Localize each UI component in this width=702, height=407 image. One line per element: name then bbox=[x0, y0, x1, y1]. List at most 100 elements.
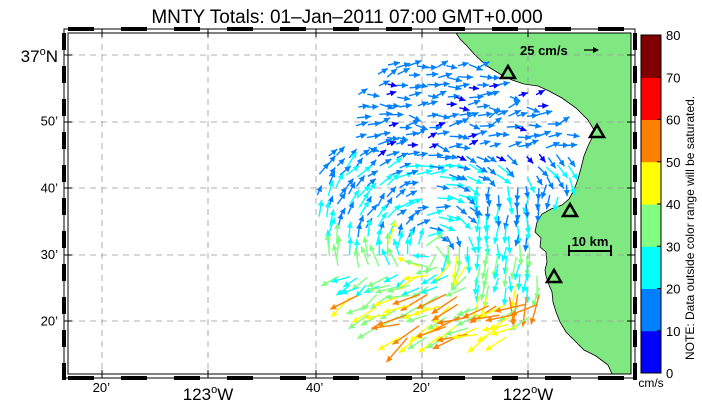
current-vector bbox=[397, 82, 408, 89]
current-vector bbox=[492, 277, 499, 293]
colorbar-segment bbox=[641, 161, 661, 205]
scale-bar-label: 10 km bbox=[572, 234, 609, 249]
current-vector bbox=[474, 207, 481, 219]
current-vector bbox=[521, 275, 528, 294]
current-vector bbox=[437, 72, 453, 79]
current-vector bbox=[452, 333, 478, 340]
current-vector bbox=[416, 127, 427, 136]
current-vector bbox=[487, 74, 500, 81]
longitude-label: 40’ bbox=[306, 380, 323, 395]
current-vector bbox=[416, 63, 429, 70]
current-vector bbox=[435, 121, 446, 128]
current-vector bbox=[492, 227, 500, 244]
current-vector bbox=[409, 84, 422, 91]
current-vector bbox=[427, 131, 438, 139]
current-vector bbox=[466, 155, 477, 164]
current-vector bbox=[396, 208, 407, 216]
current-vector bbox=[464, 246, 471, 263]
current-vector bbox=[365, 146, 378, 156]
current-vector bbox=[457, 74, 473, 81]
current-vector bbox=[446, 214, 463, 222]
current-vector bbox=[456, 144, 471, 151]
current-vector bbox=[469, 139, 479, 146]
current-vector bbox=[416, 219, 431, 226]
radar-site-marker bbox=[544, 267, 564, 284]
current-vector bbox=[498, 131, 510, 138]
current-vector bbox=[379, 174, 393, 186]
current-vector bbox=[329, 295, 358, 310]
current-vector bbox=[501, 246, 508, 262]
current-vector bbox=[427, 112, 439, 119]
current-vector bbox=[437, 195, 454, 202]
current-vector bbox=[475, 164, 488, 173]
colorbar: 0 10 20 30 40 50 60 70 80 bbox=[640, 28, 680, 381]
current-vector bbox=[408, 91, 422, 97]
current-vector bbox=[456, 174, 468, 181]
current-vector bbox=[345, 165, 360, 176]
current-vector bbox=[401, 287, 420, 297]
current-vector bbox=[526, 112, 539, 119]
current-vector bbox=[317, 199, 324, 217]
current-vector bbox=[416, 293, 447, 310]
current-vector bbox=[339, 165, 352, 176]
current-vector bbox=[488, 90, 500, 97]
current-vector bbox=[426, 71, 439, 78]
current-vector bbox=[527, 139, 539, 146]
current-vector bbox=[555, 154, 565, 167]
current-vector bbox=[448, 84, 462, 91]
current-vector bbox=[387, 220, 397, 245]
latitude-label: 30’ bbox=[41, 247, 58, 262]
current-vector bbox=[502, 266, 509, 288]
current-vector bbox=[395, 62, 411, 69]
current-vector bbox=[494, 303, 527, 313]
current-vector bbox=[447, 76, 463, 83]
current-vector bbox=[366, 178, 377, 187]
current-vector bbox=[459, 111, 474, 117]
colorbar-tick-label: 50 bbox=[666, 155, 680, 170]
current-vector bbox=[452, 264, 468, 287]
current-vector bbox=[406, 180, 419, 187]
current-vector bbox=[392, 325, 420, 345]
current-vector bbox=[495, 216, 502, 228]
colorbar-segment bbox=[641, 35, 661, 78]
current-vector bbox=[387, 204, 401, 219]
current-vector bbox=[472, 277, 479, 296]
current-vector bbox=[367, 284, 391, 293]
current-vector bbox=[537, 102, 549, 109]
current-vector bbox=[437, 60, 449, 68]
colorbar-tick-label: 20 bbox=[666, 282, 680, 297]
current-vector bbox=[318, 162, 330, 175]
current-vector bbox=[445, 286, 467, 297]
colorbar-segment bbox=[641, 288, 661, 332]
current-vector bbox=[425, 233, 444, 247]
current-vector bbox=[346, 305, 369, 315]
current-vector bbox=[466, 196, 476, 206]
current-vector bbox=[367, 103, 379, 110]
latitude-label: 20’ bbox=[41, 314, 58, 329]
current-vector bbox=[397, 95, 411, 102]
colorbar-note: NOTE: Data outside color range will be s… bbox=[683, 96, 697, 360]
current-vector bbox=[387, 81, 398, 88]
current-vector bbox=[507, 275, 514, 293]
current-vector bbox=[355, 157, 364, 168]
current-vector bbox=[386, 102, 400, 109]
current-vector bbox=[386, 246, 399, 268]
radar-site-marker bbox=[560, 201, 580, 218]
current-vector bbox=[336, 158, 346, 167]
current-vector bbox=[537, 166, 549, 178]
current-vector bbox=[377, 67, 389, 75]
current-vector bbox=[474, 215, 481, 233]
current-vector bbox=[506, 123, 522, 130]
current-vector bbox=[446, 153, 458, 160]
current-vector bbox=[406, 169, 419, 176]
current-vector bbox=[358, 103, 369, 110]
current-vector bbox=[397, 135, 409, 142]
current-vector bbox=[557, 116, 570, 126]
current-vector bbox=[336, 192, 347, 205]
current-vector bbox=[455, 95, 466, 102]
current-vector bbox=[406, 162, 422, 169]
current-vector bbox=[427, 93, 439, 100]
current-vector bbox=[346, 177, 355, 188]
current-vector bbox=[412, 305, 440, 316]
